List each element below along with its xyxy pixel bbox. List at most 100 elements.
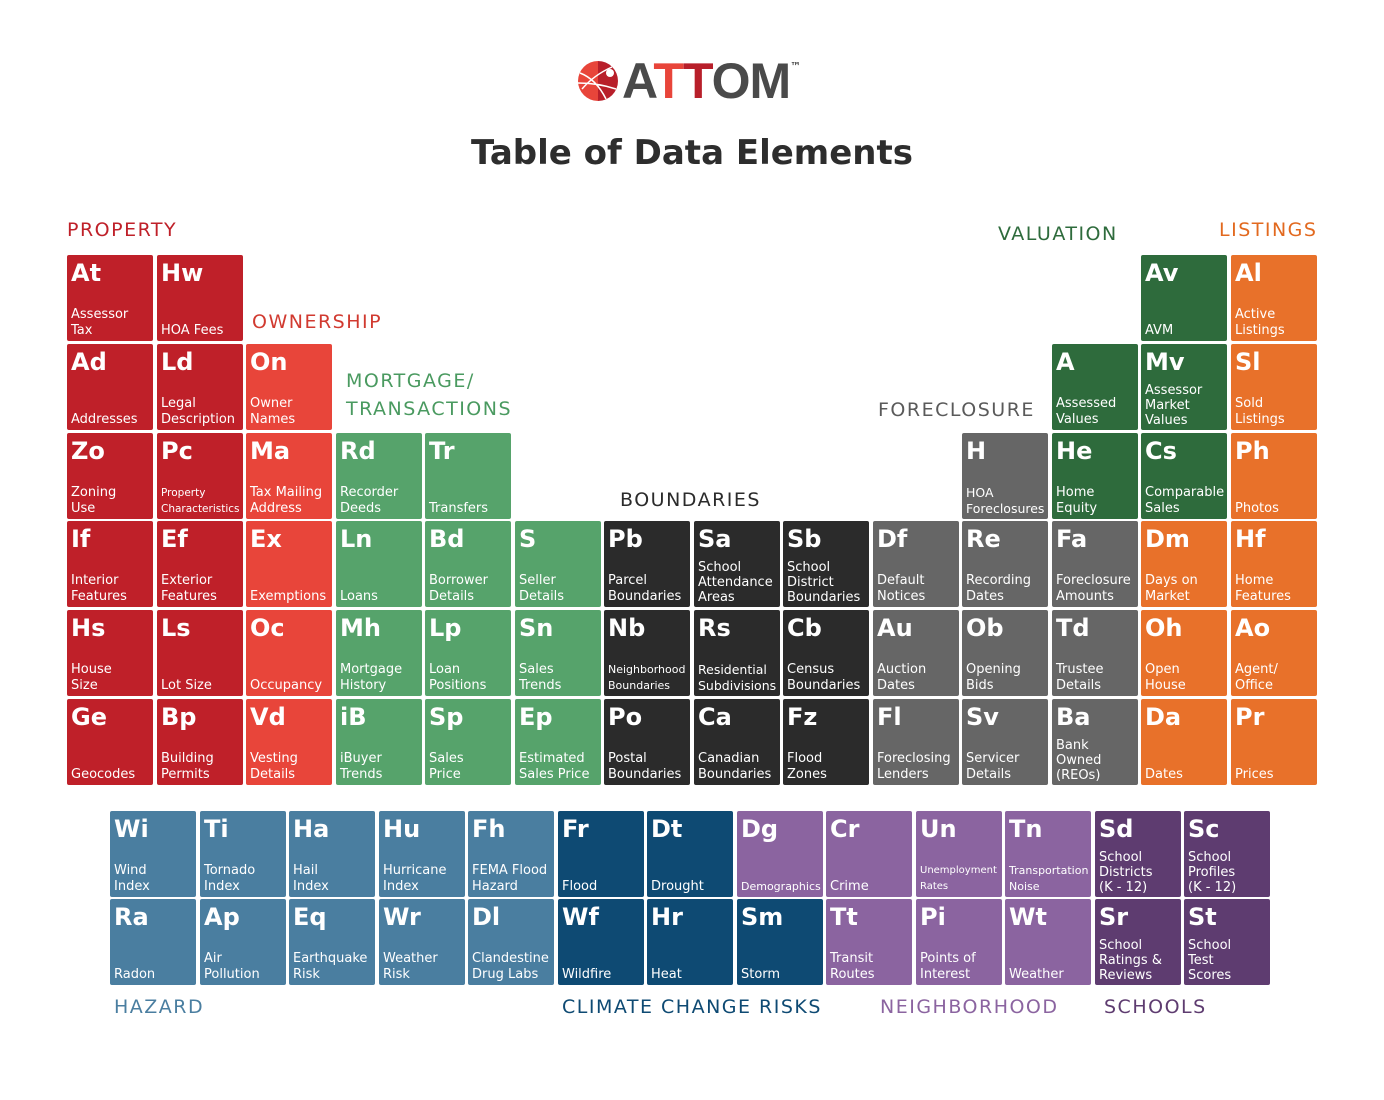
- element-sm-storm[interactable]: Sm Storm: [737, 899, 823, 985]
- element-dm-days-on-market[interactable]: Dm Days on Market: [1141, 521, 1227, 607]
- element-ha-hail-index[interactable]: Ha Hail Index: [289, 811, 375, 897]
- element-symbol: Hf: [1235, 525, 1266, 553]
- element-ls-lot-size[interactable]: Ls Lot Size: [157, 610, 243, 696]
- element-ib-ibuyer-trends[interactable]: iB iBuyer Trends: [336, 699, 422, 785]
- element-cb-census-boundaries[interactable]: Cb Census Boundaries: [783, 610, 869, 696]
- element-dt-drought[interactable]: Dt Drought: [647, 811, 733, 897]
- element-ph-photos[interactable]: Ph Photos: [1231, 433, 1317, 519]
- element-hs-house-size[interactable]: Hs House Size: [67, 610, 153, 696]
- element-fl-foreclosing-lenders[interactable]: Fl Foreclosing Lenders: [873, 699, 959, 785]
- element-ep-estimated-sales-price[interactable]: Ep Estimated Sales Price: [515, 699, 601, 785]
- element-wt-weather[interactable]: Wt Weather: [1005, 899, 1091, 985]
- element-tn-transportation-noise[interactable]: Tn Transportation Noise: [1005, 811, 1091, 897]
- element-pc-property-characteristics[interactable]: Pc Property Characteristics: [157, 433, 243, 519]
- element-fz-flood-zones[interactable]: Fz Flood Zones: [783, 699, 869, 785]
- element-zo-zoning-use[interactable]: Zo Zoning Use: [67, 433, 153, 519]
- element-ef-exterior-features[interactable]: Ef Exterior Features: [157, 521, 243, 607]
- element-lp-loan-positions[interactable]: Lp Loan Positions: [425, 610, 511, 696]
- element-sn-sales-trends[interactable]: Sn Sales Trends: [515, 610, 601, 696]
- element-symbol: Ob: [966, 614, 1004, 642]
- element-hr-heat[interactable]: Hr Heat: [647, 899, 733, 985]
- element-sp-sales-price[interactable]: Sp Sales Price: [425, 699, 511, 785]
- element-ld-legal-description[interactable]: Ld Legal Description: [157, 344, 243, 430]
- element-fr-flood[interactable]: Fr Flood: [558, 811, 644, 897]
- element-df-default-notices[interactable]: Df Default Notices: [873, 521, 959, 607]
- element-fh-fema-flood-hazard[interactable]: Fh FEMA Flood Hazard: [468, 811, 554, 897]
- element-symbol: Tn: [1009, 815, 1043, 843]
- element-da-dates[interactable]: Da Dates: [1141, 699, 1227, 785]
- element-on-owner-names[interactable]: On Owner Names: [246, 344, 332, 430]
- element-rd-recorder-deeds[interactable]: Rd Recorder Deeds: [336, 433, 422, 519]
- element-pr-prices[interactable]: Pr Prices: [1231, 699, 1317, 785]
- element-h-hoa-foreclosures[interactable]: H HOA Foreclosures: [962, 433, 1048, 519]
- element-un-unemployment-rates[interactable]: Un Unemployment Rates: [916, 811, 1002, 897]
- element-mv-assessor-market-values[interactable]: Mv Assessor Market Values: [1141, 344, 1227, 430]
- element-hu-hurricane-index[interactable]: Hu Hurricane Index: [379, 811, 465, 897]
- element-mh-mortgage-history[interactable]: Mh Mortgage History: [336, 610, 422, 696]
- element-he-home-equity[interactable]: He Home Equity: [1052, 433, 1138, 519]
- element-pb-parcel-boundaries[interactable]: Pb Parcel Boundaries: [604, 521, 690, 607]
- element-wi-wind-index[interactable]: Wi Wind Index: [110, 811, 196, 897]
- element-sd-school-districts-k-12[interactable]: Sd School Districts (K - 12): [1095, 811, 1181, 897]
- element-oh-open-house[interactable]: Oh Open House: [1141, 610, 1227, 696]
- element-bp-building-permits[interactable]: Bp Building Permits: [157, 699, 243, 785]
- element-ln-loans[interactable]: Ln Loans: [336, 521, 422, 607]
- element-td-trustee-details[interactable]: Td Trustee Details: [1052, 610, 1138, 696]
- element-oc-occupancy[interactable]: Oc Occupancy: [246, 610, 332, 696]
- element-ob-opening-bids[interactable]: Ob Opening Bids: [962, 610, 1048, 696]
- element-nb-neighborhood-boundaries[interactable]: Nb Neighborhood Boundaries: [604, 610, 690, 696]
- element-name: Assessor Market Values: [1145, 383, 1203, 428]
- element-hf-home-features[interactable]: Hf Home Features: [1231, 521, 1317, 607]
- element-symbol: If: [71, 525, 91, 553]
- element-wf-wildfire[interactable]: Wf Wildfire: [558, 899, 644, 985]
- element-fa-foreclosure-amounts[interactable]: Fa Foreclosure Amounts: [1052, 521, 1138, 607]
- element-ex-exemptions[interactable]: Ex Exemptions: [246, 521, 332, 607]
- element-tt-transit-routes[interactable]: Tt Transit Routes: [826, 899, 912, 985]
- element-sl-sold-listings[interactable]: Sl Sold Listings: [1231, 344, 1317, 430]
- element-name: Interior Features: [71, 573, 127, 604]
- element-ba-bank-owned-reos[interactable]: Ba Bank Owned (REOs): [1052, 699, 1138, 785]
- element-al-active-listings[interactable]: Al Active Listings: [1231, 255, 1317, 341]
- element-symbol: Sc: [1188, 815, 1220, 843]
- element-sa-school-attendance-areas[interactable]: Sa School Attendance Areas: [694, 521, 780, 607]
- element-rs-residential-subdivisions[interactable]: Rs Residential Subdivisions: [694, 610, 780, 696]
- element-tr-transfers[interactable]: Tr Transfers: [425, 433, 511, 519]
- element-at-assessor-tax[interactable]: At Assessor Tax: [67, 255, 153, 341]
- element-po-postal-boundaries[interactable]: Po Postal Boundaries: [604, 699, 690, 785]
- element-ap-air-pollution[interactable]: Ap Air Pollution: [200, 899, 286, 985]
- element-av-avm[interactable]: Av AVM: [1141, 255, 1227, 341]
- element-cs-comparable-sales[interactable]: Cs Comparable Sales: [1141, 433, 1227, 519]
- element-ca-canadian-boundaries[interactable]: Ca Canadian Boundaries: [694, 699, 780, 785]
- element-s-seller-details[interactable]: S Seller Details: [515, 521, 601, 607]
- element-name: Radon: [114, 967, 156, 982]
- element-ad-addresses[interactable]: Ad Addresses: [67, 344, 153, 430]
- element-a-assessed-values[interactable]: A Assessed Values: [1052, 344, 1138, 430]
- element-pi-points-of-interest[interactable]: Pi Points of Interest: [916, 899, 1002, 985]
- element-re-recording-dates[interactable]: Re Recording Dates: [962, 521, 1048, 607]
- element-sc-school-profiles-k-12[interactable]: Sc School Profiles (K - 12): [1184, 811, 1270, 897]
- element-st-school-test-scores[interactable]: St School Test Scores: [1184, 899, 1270, 985]
- element-ge-geocodes[interactable]: Ge Geocodes: [67, 699, 153, 785]
- element-sr-school-ratings-reviews[interactable]: Sr School Ratings & Reviews: [1095, 899, 1181, 985]
- element-wr-weather-risk[interactable]: Wr Weather Risk: [379, 899, 465, 985]
- attom-logo: ATTOM ™: [576, 56, 801, 106]
- element-ao-agent-office[interactable]: Ao Agent/ Office: [1231, 610, 1317, 696]
- element-eq-earthquake-risk[interactable]: Eq Earthquake Risk: [289, 899, 375, 985]
- element-if-interior-features[interactable]: If Interior Features: [67, 521, 153, 607]
- element-symbol: Sr: [1099, 903, 1129, 931]
- element-symbol: H: [966, 437, 987, 465]
- element-name: Parcel Boundaries: [608, 573, 682, 604]
- element-vd-vesting-details[interactable]: Vd Vesting Details: [246, 699, 332, 785]
- element-dg-demographics[interactable]: Dg Demographics: [737, 811, 823, 897]
- element-sv-servicer-details[interactable]: Sv Servicer Details: [962, 699, 1048, 785]
- element-hw-hoa-fees[interactable]: Hw HOA Fees: [157, 255, 243, 341]
- element-ti-tornado-index[interactable]: Ti Tornado Index: [200, 811, 286, 897]
- element-bd-borrower-details[interactable]: Bd Borrower Details: [425, 521, 511, 607]
- element-ra-radon[interactable]: Ra Radon: [110, 899, 196, 985]
- element-ma-tax-mailing-address[interactable]: Ma Tax Mailing Address: [246, 433, 332, 519]
- element-sb-school-district-boundaries[interactable]: Sb School District Boundaries: [783, 521, 869, 607]
- element-au-auction-dates[interactable]: Au Auction Dates: [873, 610, 959, 696]
- element-cr-crime[interactable]: Cr Crime: [826, 811, 912, 897]
- element-dl-clandestine-drug-labs[interactable]: Dl Clandestine Drug Labs: [468, 899, 554, 985]
- element-name: Loans: [340, 589, 378, 604]
